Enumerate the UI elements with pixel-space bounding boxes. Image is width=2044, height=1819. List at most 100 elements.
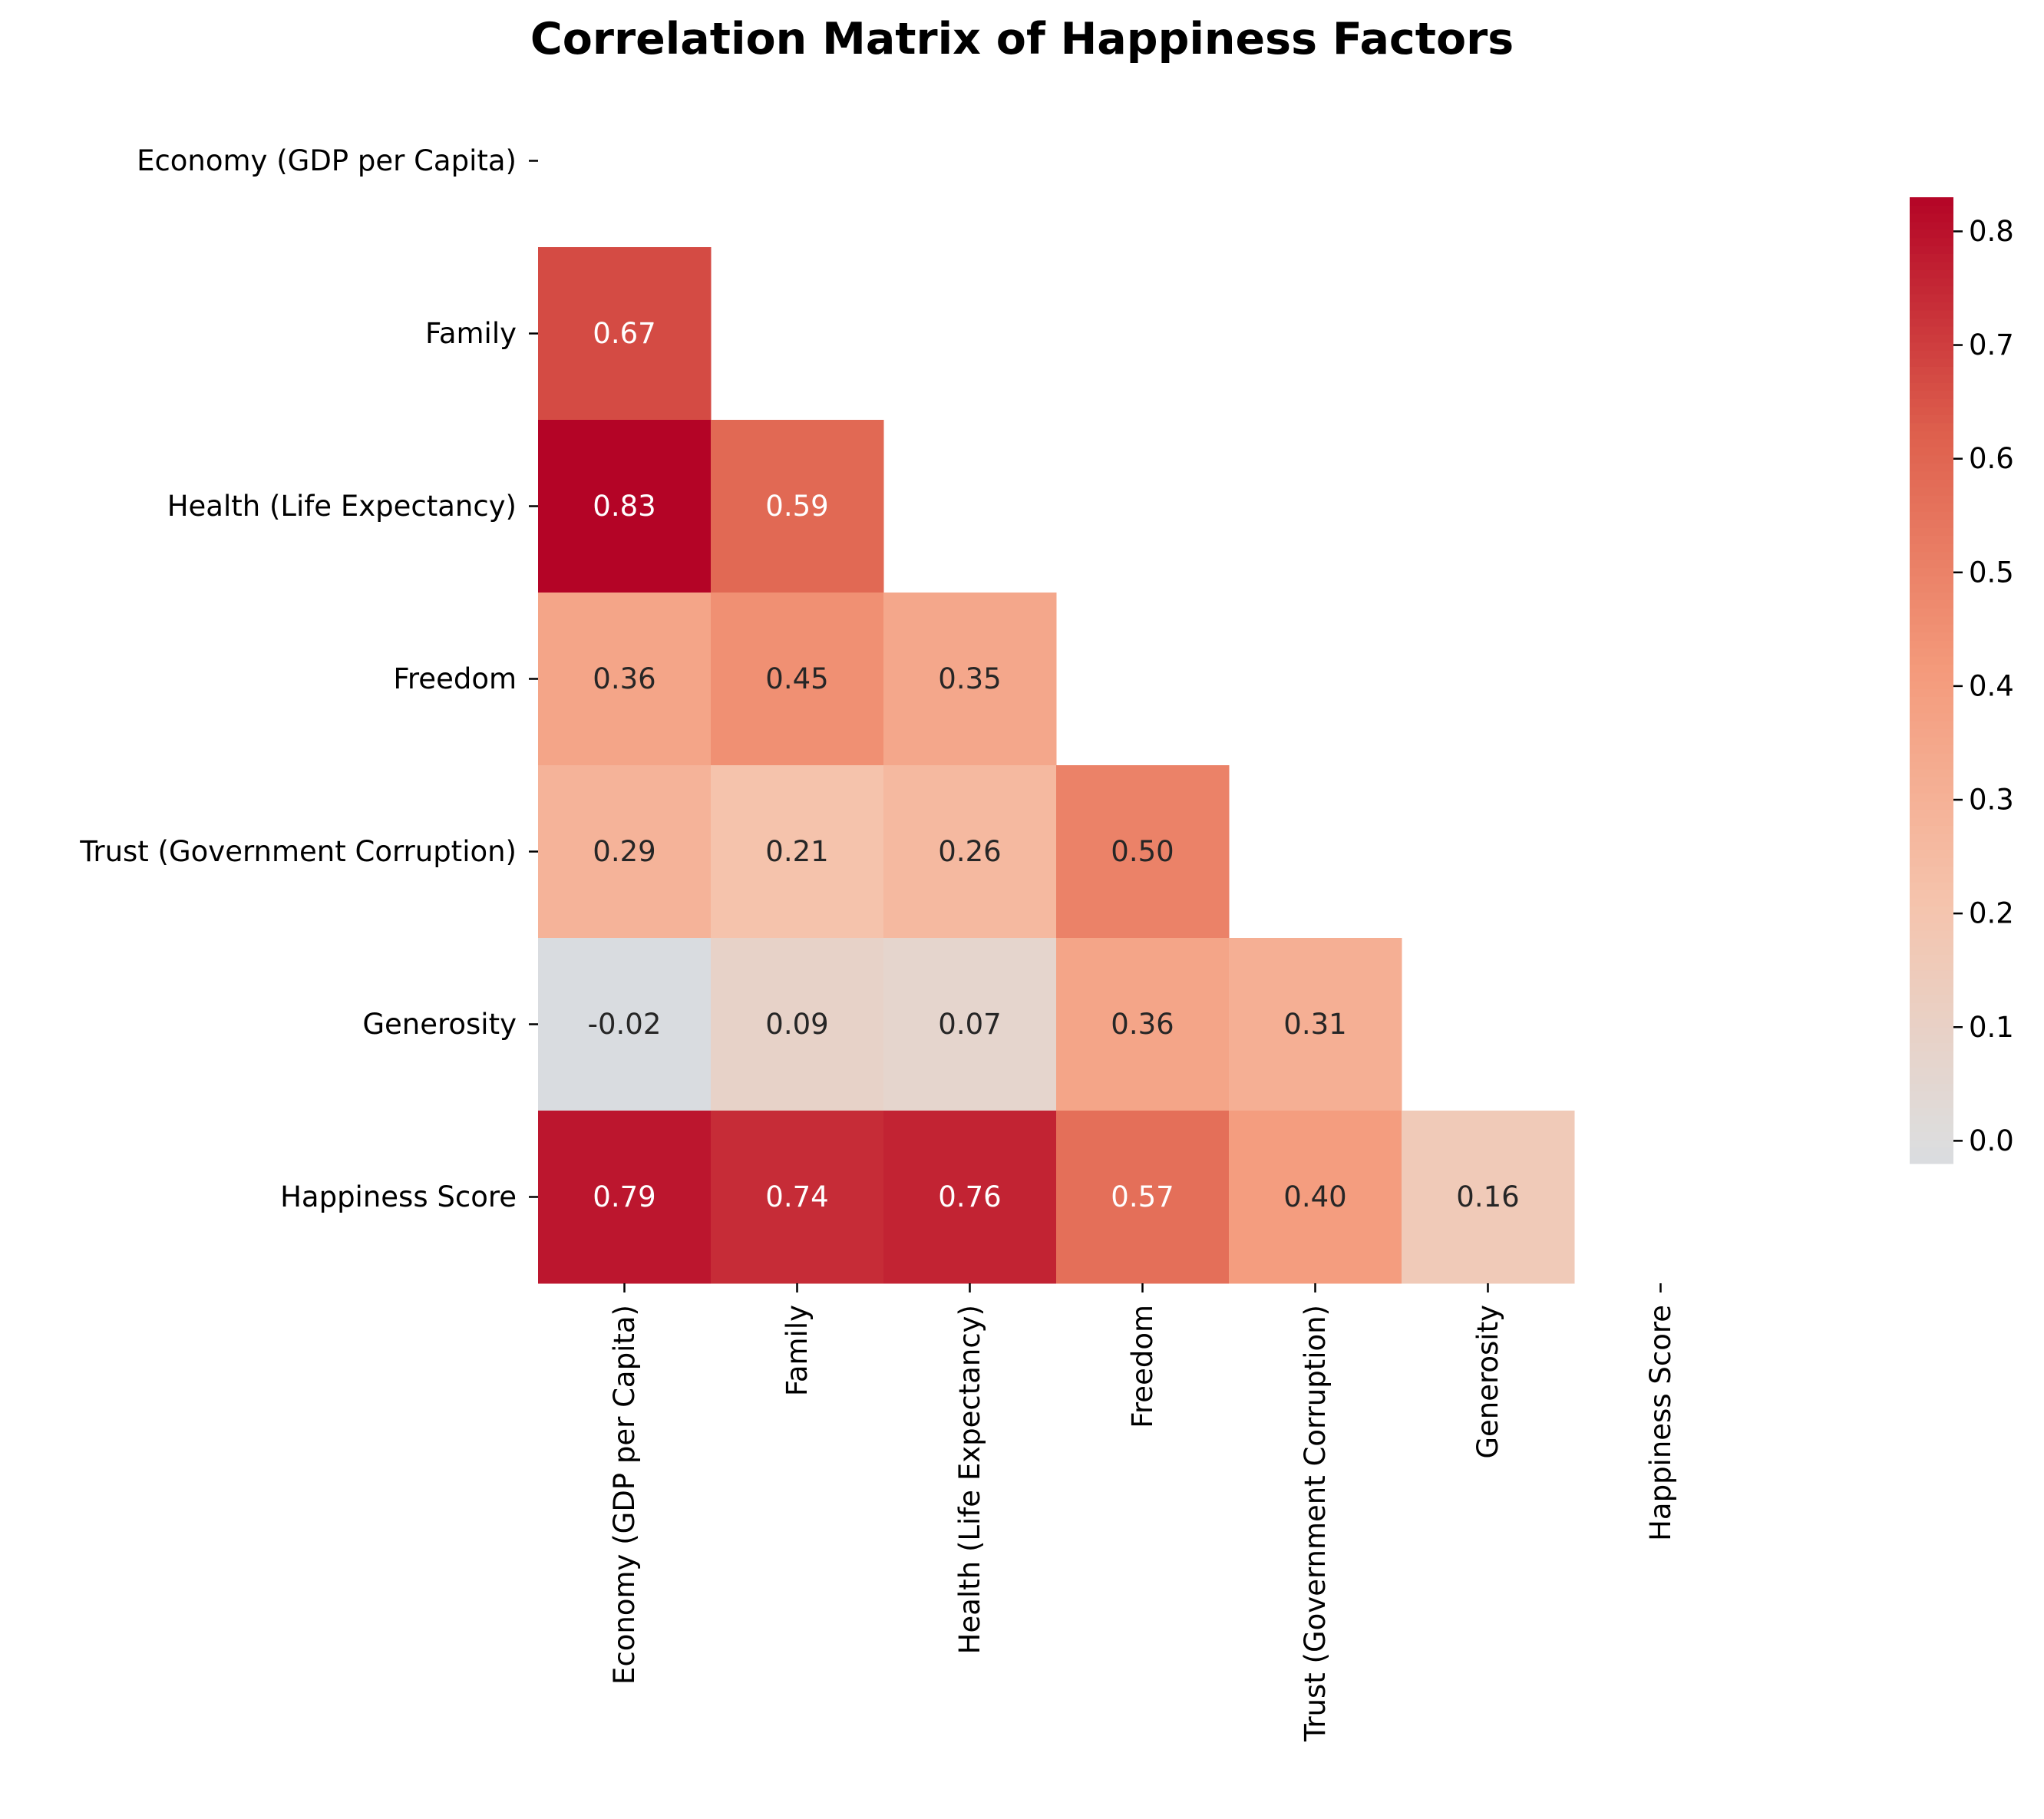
colorbar-segment	[1910, 688, 1953, 698]
colorbar-segment	[1910, 664, 1953, 673]
colorbar-segment	[1910, 205, 1953, 214]
y-tick-label: Happiness Score	[280, 1180, 517, 1213]
colorbar-segment	[1910, 1042, 1953, 1051]
colorbar-segment	[1910, 1107, 1953, 1116]
heatmap-cell	[1229, 938, 1402, 1111]
colorbar-segment	[1910, 849, 1953, 858]
colorbar-segment	[1910, 962, 1953, 971]
colorbar-segment	[1910, 414, 1953, 424]
colorbar-segment	[1910, 213, 1953, 223]
colorbar-segment	[1910, 978, 1953, 987]
colorbar-segment	[1910, 857, 1953, 867]
colorbar-segment	[1910, 1035, 1953, 1044]
colorbar-segment	[1910, 696, 1953, 705]
heatmap-cell	[538, 247, 712, 421]
colorbar-segment	[1910, 833, 1953, 842]
colorbar-segment	[1910, 398, 1953, 408]
chart-title: Correlation Matrix of Happiness Factors	[530, 14, 1514, 64]
colorbar-segment	[1910, 777, 1953, 786]
colorbar-segment	[1910, 752, 1953, 762]
colorbar-segment	[1910, 438, 1953, 447]
colorbar-segment	[1910, 640, 1953, 649]
colorbar-segment	[1910, 736, 1953, 746]
colorbar-segment	[1910, 890, 1953, 899]
heatmap-cell	[883, 765, 1057, 939]
heatmap-cell	[538, 938, 712, 1111]
heatmap-cell	[883, 938, 1057, 1111]
colorbar-segment	[1910, 712, 1953, 721]
x-tick-label: Trust (Government Corruption)	[1299, 1305, 1332, 1742]
colorbar-segment	[1910, 309, 1953, 319]
colorbar-segment	[1910, 672, 1953, 682]
colorbar-segment	[1910, 881, 1953, 890]
colorbar-tick-label: 0.5	[1969, 556, 2014, 589]
colorbar-segment	[1910, 1115, 1953, 1124]
heatmap-cell	[1229, 1111, 1402, 1284]
colorbar-segment	[1910, 922, 1953, 931]
colorbar-segment	[1910, 358, 1953, 367]
colorbar-segment	[1910, 1123, 1953, 1132]
x-tick-label: Generosity	[1471, 1305, 1504, 1459]
colorbar-segment	[1910, 913, 1953, 923]
cell-value-label: 0.79	[593, 1180, 655, 1213]
colorbar-segment	[1910, 366, 1953, 375]
x-tick-label: Happiness Score	[1644, 1305, 1677, 1541]
colorbar-segment	[1910, 350, 1953, 359]
colorbar-segment	[1910, 1067, 1953, 1076]
colorbar-tick-label: 0.1	[1969, 1011, 2014, 1044]
colorbar-segment	[1910, 986, 1953, 995]
colorbar-tick-label: 0.4	[1969, 669, 2014, 702]
colorbar-segment	[1910, 551, 1953, 560]
y-tick-label: Health (Life Expectancy)	[167, 490, 517, 523]
colorbar-segment	[1910, 519, 1953, 528]
colorbar-segment	[1910, 592, 1953, 601]
colorbar-segment	[1910, 1139, 1953, 1148]
colorbar-segment	[1910, 704, 1953, 714]
colorbar-segment	[1910, 495, 1953, 504]
colorbar-segment	[1910, 245, 1953, 255]
colorbar-segment	[1910, 1155, 1953, 1164]
colorbar-segment	[1910, 897, 1953, 906]
colorbar-segment	[1910, 1091, 1953, 1100]
colorbar-segment	[1910, 479, 1953, 488]
colorbar-segment	[1910, 253, 1953, 262]
colorbar-segment	[1910, 938, 1953, 947]
colorbar-segment	[1910, 261, 1953, 271]
cell-value-label: 0.07	[938, 1008, 1001, 1041]
heatmap-cell	[538, 1111, 712, 1284]
colorbar-segment	[1910, 929, 1953, 939]
colorbar-segment	[1910, 817, 1953, 826]
heatmap-cells: 0.67 0.83 0.59 0.36 0.45 0.35 0.29 0.21 0.26 0.50…	[538, 247, 1575, 1284]
cell-value-label: 0.74	[765, 1180, 828, 1213]
colorbar-segment	[1910, 656, 1953, 665]
colorbar-segment	[1910, 1058, 1953, 1068]
colorbar-segment	[1910, 841, 1953, 850]
colorbar-tick-label: 0.8	[1969, 215, 2014, 248]
heatmap-cell	[711, 765, 884, 939]
heatmap-cell	[711, 593, 884, 766]
colorbar-segment	[1910, 237, 1953, 246]
heatmap-cell	[1056, 938, 1230, 1111]
colorbar-segment	[1910, 293, 1953, 302]
colorbar-segment	[1910, 1018, 1953, 1028]
y-axis: Economy (GDP per Capita) Family Health (Li…	[79, 144, 538, 1213]
cell-value-label: 0.59	[765, 490, 828, 523]
heatmap-cell	[538, 420, 712, 593]
colorbar-segment	[1910, 768, 1953, 777]
cell-value-label: 0.16	[1456, 1180, 1519, 1213]
colorbar-segment	[1910, 1010, 1953, 1019]
heatmap-cell	[538, 593, 712, 766]
colorbar-segment	[1910, 325, 1953, 335]
colorbar-segment	[1910, 624, 1953, 633]
colorbar-segment	[1910, 954, 1953, 963]
colorbar-segment	[1910, 543, 1953, 553]
colorbar-segment	[1910, 648, 1953, 657]
colorbar-segment	[1910, 970, 1953, 979]
y-tick-label: Family	[425, 317, 517, 350]
colorbar-segment	[1910, 487, 1953, 496]
cell-value-label: 0.67	[593, 317, 655, 350]
colorbar-segment	[1910, 269, 1953, 279]
colorbar-segment	[1910, 1147, 1953, 1157]
colorbar-segment	[1910, 720, 1953, 730]
heatmap-cell	[538, 765, 712, 939]
